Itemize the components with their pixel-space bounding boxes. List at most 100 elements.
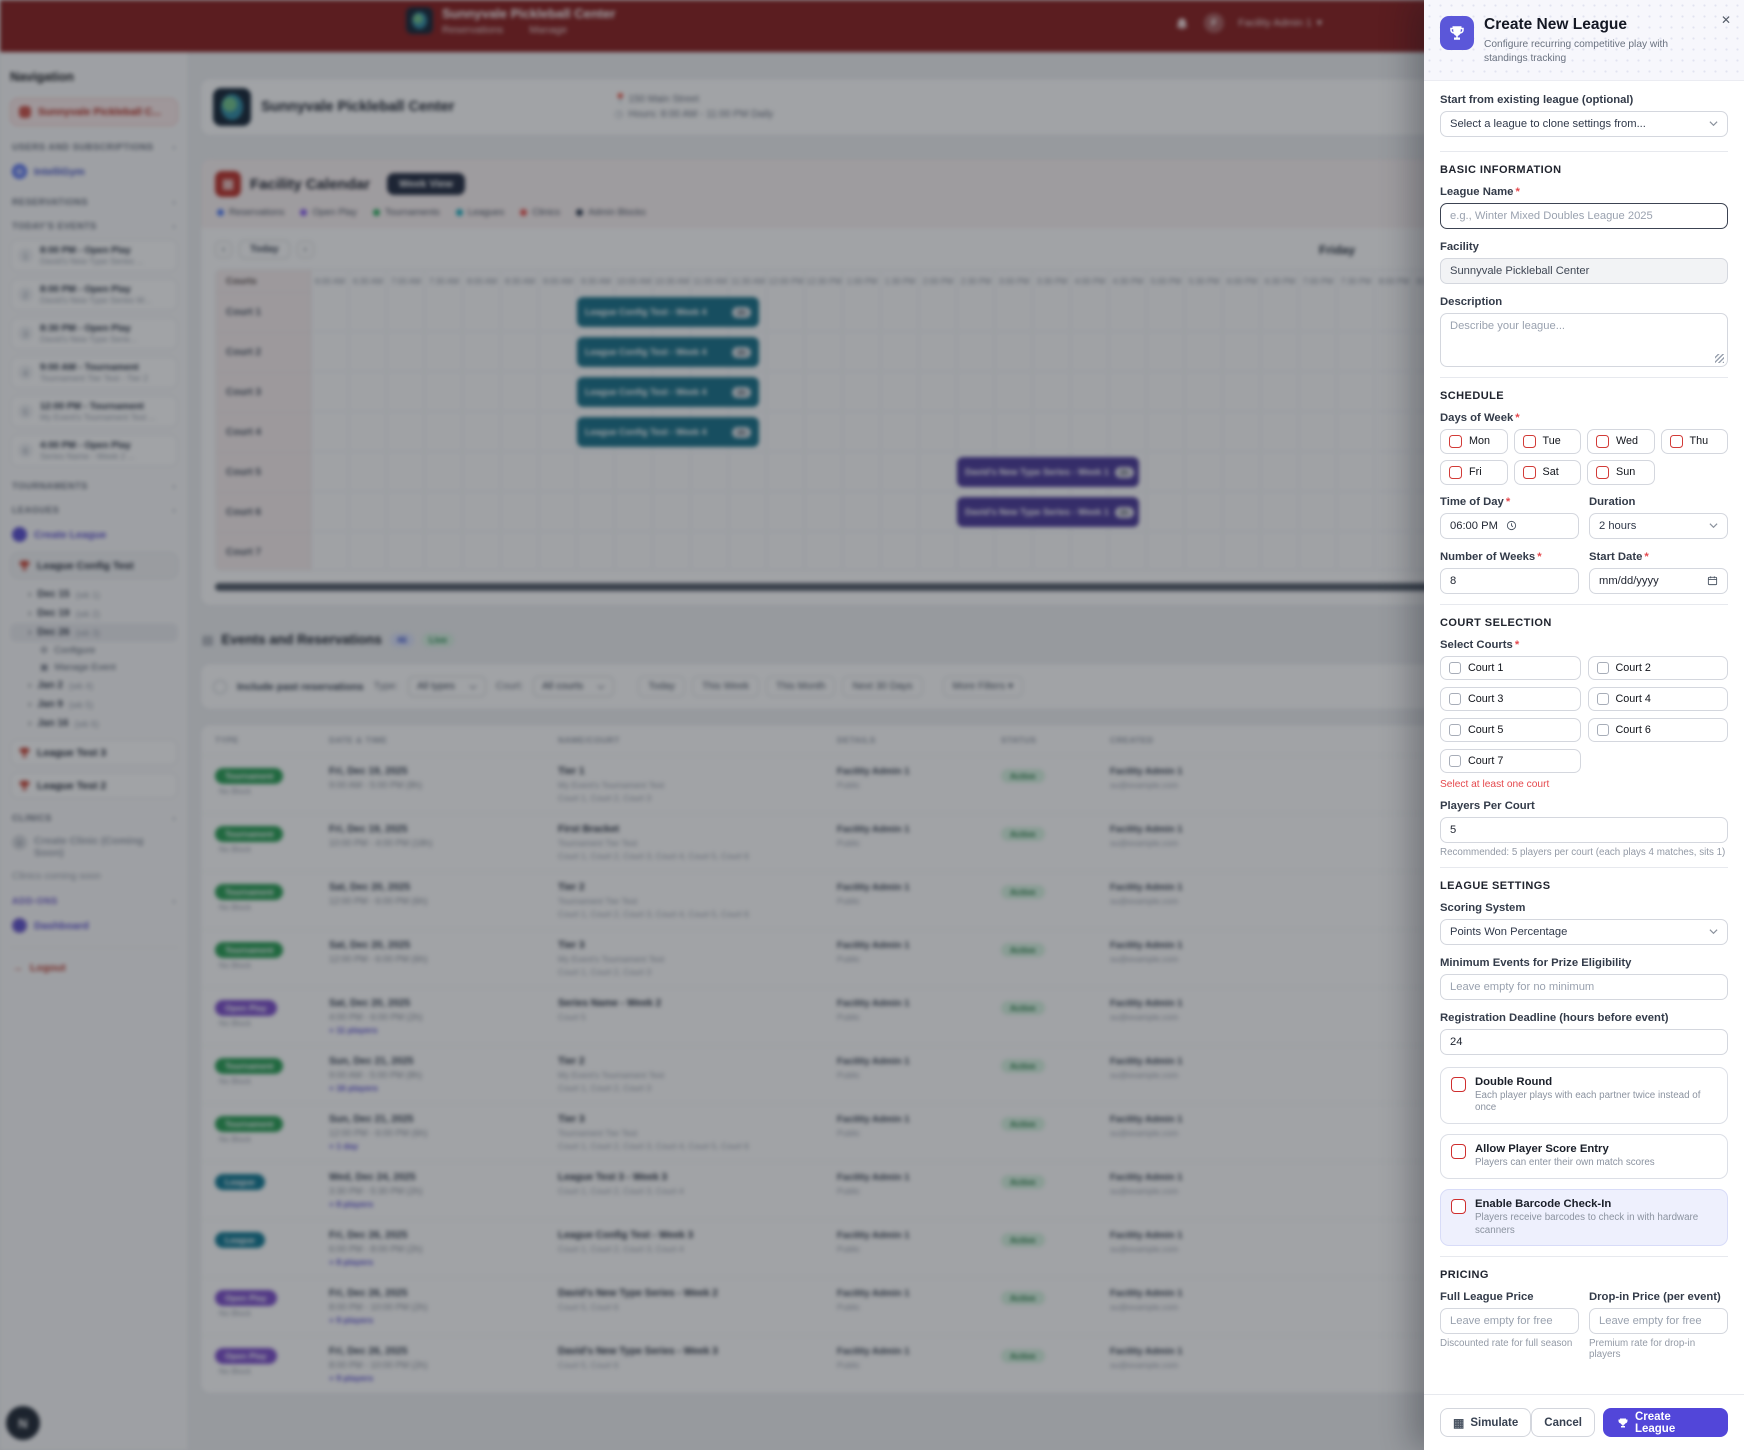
court-checkbox-option[interactable]: Court 7: [1440, 748, 1581, 773]
day-checkbox-option[interactable]: Sat: [1513, 459, 1581, 485]
sidebar-section-users[interactable]: USERS AND SUBSCRIPTIONS ›: [12, 142, 176, 152]
league-week-row[interactable]: › Dec 15 (wk 1): [10, 585, 178, 604]
week-child-link[interactable]: ⚙ Configure: [40, 645, 96, 656]
time-of-day-input[interactable]: 06:00 PM: [1440, 512, 1579, 539]
table-row[interactable]: Tournament No Block Fri, Dec 19, 2025 10…: [201, 813, 1699, 871]
today-event-card[interactable]: 6 4:00 PM - Open Play Series Name - Week…: [10, 434, 178, 467]
sidebar-section-reservations[interactable]: RESERVATIONS ›: [12, 197, 176, 207]
table-row[interactable]: Tournament No Block Sat, Dec 20, 2025 12…: [201, 929, 1699, 987]
today-event-card[interactable]: 1 8:00 PM - Open Play David's New Type S…: [10, 239, 178, 272]
sidebar-item-facility[interactable]: Sunnyvale Pickleball C...: [10, 98, 178, 126]
calendar-event[interactable]: League Config Test - Week 4 2h: [577, 417, 759, 447]
option-card[interactable]: Enable Barcode Check-In Players receive …: [1440, 1188, 1728, 1247]
day-checkbox-option[interactable]: Sun: [1587, 459, 1655, 485]
avatar[interactable]: F: [1204, 13, 1225, 33]
quick-filter-button[interactable]: This Week: [691, 676, 760, 697]
calendar-today-button[interactable]: Today: [239, 240, 290, 259]
calendar-event[interactable]: League Config Test - Week 4 2h: [577, 337, 759, 367]
sidebar-section-tournaments[interactable]: TOURNAMENTS ›: [12, 481, 176, 491]
row-players-link[interactable]: + 9 players: [329, 1373, 374, 1383]
sidebar-item-logout[interactable]: → Logout: [12, 962, 66, 974]
sidebar-league-active[interactable]: League Config Test: [10, 552, 178, 579]
calendar-event[interactable]: League Config Test - Week 4 2h: [577, 377, 759, 407]
sidebar-item-intelligym[interactable]: ◎ IntelliGym: [10, 160, 178, 183]
table-row[interactable]: Tournament No Block Sun, Dec 21, 2025 9:…: [201, 1045, 1699, 1103]
close-icon[interactable]: ✕: [1720, 13, 1731, 27]
table-row[interactable]: Tournament No Block Fri, Dec 19, 2025 9:…: [201, 755, 1699, 813]
create-league-button[interactable]: Create League: [1603, 1408, 1728, 1437]
more-filters-button[interactable]: More Filters ▾: [942, 676, 1024, 697]
registration-deadline-input[interactable]: [1440, 1028, 1728, 1055]
option-card[interactable]: Double Round Each player plays with each…: [1440, 1066, 1728, 1125]
duration-select[interactable]: 2 hours: [1589, 512, 1728, 539]
today-event-card[interactable]: 2 8:00 PM - Open Play David's New Type S…: [10, 278, 178, 311]
league-week-row[interactable]: › Jan 2 (wk 4): [10, 676, 178, 695]
sidebar-create-league[interactable]: + Create League: [10, 523, 178, 546]
today-event-card[interactable]: 5 12:00 PM - Tournament My Event's Tourn…: [10, 395, 178, 428]
table-row[interactable]: Open Play No Block Fri, Dec 26, 2025 8:0…: [201, 1277, 1699, 1335]
cancel-button[interactable]: Cancel: [1531, 1408, 1595, 1437]
min-events-input[interactable]: [1440, 973, 1728, 1000]
court-checkbox-option[interactable]: Court 1: [1440, 655, 1581, 680]
court-checkbox-option[interactable]: Court 2: [1587, 655, 1728, 680]
quick-filter-button[interactable]: Next 30 Days: [842, 676, 923, 697]
sidebar-section-clinics[interactable]: CLINICS ›: [12, 813, 176, 823]
start-date-input[interactable]: mm/dd/yyyy: [1589, 567, 1728, 594]
calendar-event[interactable]: David's New Type Series - Week 1 2h: [957, 457, 1139, 487]
include-past-checkbox[interactable]: [213, 679, 227, 694]
option-card[interactable]: Allow Player Score Entry Players can ent…: [1440, 1134, 1728, 1179]
full-league-price-input[interactable]: [1440, 1308, 1579, 1335]
quick-filter-button[interactable]: Today: [638, 676, 685, 697]
nav-link[interactable]: Reservations: [442, 24, 504, 36]
sidebar-league-item[interactable]: League Test 3: [10, 739, 178, 766]
sidebar-league-item[interactable]: League Test 2: [10, 772, 178, 799]
day-checkbox-option[interactable]: Wed: [1587, 428, 1655, 454]
table-row[interactable]: League Fri, Dec 26, 2025 6:00 PM - 8:00 …: [201, 1219, 1699, 1277]
day-checkbox-option[interactable]: Mon: [1440, 428, 1508, 454]
row-players-link[interactable]: + 8 players: [329, 1199, 374, 1209]
league-name-input[interactable]: [1440, 202, 1728, 229]
court-checkbox-option[interactable]: Court 5: [1440, 717, 1581, 742]
table-row[interactable]: Tournament No Block Sat, Dec 20, 2025 12…: [201, 871, 1699, 929]
horizontal-scrollbar[interactable]: [215, 583, 1685, 591]
day-checkbox-option[interactable]: Fri: [1440, 459, 1508, 485]
floating-badge[interactable]: N: [6, 1406, 40, 1440]
table-row[interactable]: Tournament No Block Sun, Dec 21, 2025 12…: [201, 1103, 1699, 1161]
clone-league-select[interactable]: Select a league to clone settings from..…: [1440, 110, 1728, 137]
court-select[interactable]: All courts: [533, 676, 615, 697]
day-checkbox-option[interactable]: Tue: [1513, 428, 1581, 454]
row-players-link[interactable]: + 1 day: [329, 1141, 359, 1151]
user-menu[interactable]: Facility Admin 1 ▾: [1238, 17, 1322, 29]
players-per-court-input[interactable]: [1440, 816, 1728, 843]
league-week-row[interactable]: › Jan 16 (wk 6): [10, 714, 178, 733]
league-week-row[interactable]: › Dec 19 (wk 2): [10, 604, 178, 623]
league-week-row[interactable]: › Jan 9 (wk 5): [10, 695, 178, 714]
type-select[interactable]: All types: [408, 676, 486, 697]
nav-link[interactable]: Manage: [529, 24, 568, 36]
bell-icon[interactable]: [1174, 15, 1190, 31]
calendar-prev-button[interactable]: ‹: [215, 241, 232, 258]
simulate-button[interactable]: ▦ Simulate: [1440, 1408, 1532, 1437]
table-row[interactable]: Open Play No Block Fri, Dec 26, 2025 8:0…: [201, 1335, 1699, 1393]
quick-filter-button[interactable]: This Month: [766, 676, 836, 697]
scoring-system-select[interactable]: Points Won Percentage: [1440, 918, 1728, 945]
court-checkbox-option[interactable]: Court 4: [1587, 686, 1728, 711]
resize-handle-icon[interactable]: [1715, 353, 1724, 363]
description-textarea[interactable]: Describe your league...: [1440, 312, 1728, 367]
court-checkbox-option[interactable]: Court 3: [1440, 686, 1581, 711]
table-row[interactable]: League Wed, Dec 24, 2025 3:30 PM - 5:30 …: [201, 1161, 1699, 1219]
row-players-link[interactable]: + 8 players: [329, 1257, 374, 1267]
number-of-weeks-input[interactable]: [1440, 567, 1579, 594]
today-event-card[interactable]: 4 9:00 AM - Tournament Tournament Tier T…: [10, 356, 178, 389]
calendar-event[interactable]: League Config Test - Week 4 2h: [577, 297, 759, 327]
court-checkbox-option[interactable]: Court 6: [1587, 717, 1728, 742]
dropin-price-input[interactable]: [1589, 1308, 1728, 1335]
row-players-link[interactable]: + 11 players: [329, 1025, 378, 1035]
calendar-next-button[interactable]: ›: [296, 241, 314, 258]
table-row[interactable]: Open Play No Block Sat, Dec 20, 2025 4:0…: [201, 987, 1699, 1045]
sidebar-item-dashboard[interactable]: ▦ Dashboard: [10, 914, 178, 937]
sidebar-section-leagues[interactable]: LEAGUES ›: [12, 505, 176, 515]
row-players-link[interactable]: + 16 players: [329, 1083, 378, 1093]
league-week-row[interactable]: › Dec 26 (wk 3): [10, 623, 178, 642]
week-child-link[interactable]: ▣ Manage Event: [40, 662, 116, 673]
